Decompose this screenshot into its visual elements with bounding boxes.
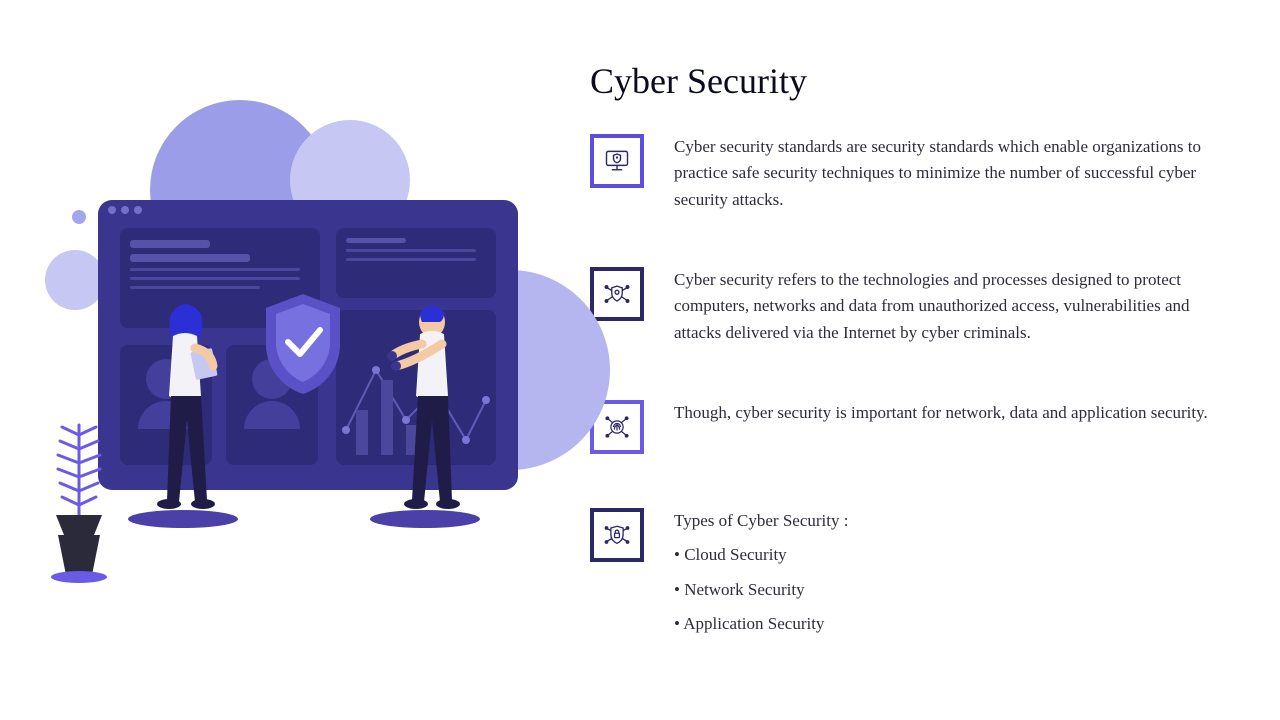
type-item: • Application Security	[674, 611, 848, 637]
type-item: • Cloud Security	[674, 542, 848, 568]
slide: Cyber Security Cyber security standards …	[0, 0, 1280, 720]
content-text: Cyber security refers to the technologie…	[674, 267, 1240, 346]
illustration-panel	[0, 0, 580, 720]
content-text: Types of Cyber Security : • Cloud Securi…	[674, 508, 848, 645]
content-text: Cyber security standards are security st…	[674, 134, 1240, 213]
content-row: Though, cyber security is important for …	[590, 400, 1240, 454]
monitor-shield-icon	[590, 134, 644, 188]
shield-check-icon	[258, 290, 348, 398]
person-female-icon	[145, 300, 235, 530]
slide-title: Cyber Security	[590, 60, 1240, 102]
content-text: Though, cyber security is important for …	[674, 400, 1208, 426]
type-item: • Network Security	[674, 577, 848, 603]
content-row: Types of Cyber Security : • Cloud Securi…	[590, 508, 1240, 645]
bg-circle	[360, 160, 388, 188]
types-heading: Types of Cyber Security :	[674, 508, 848, 534]
shield-lock-network-icon	[590, 508, 644, 562]
person-male-icon	[378, 300, 478, 530]
content-row: Cyber security standards are security st…	[590, 134, 1240, 213]
bg-circle	[72, 210, 86, 224]
shield-network-icon	[590, 267, 644, 321]
content-row: Cyber security refers to the technologie…	[590, 267, 1240, 346]
content-panel: Cyber Security Cyber security standards …	[580, 0, 1280, 720]
plant-icon	[44, 415, 114, 585]
bg-circle	[45, 250, 105, 310]
